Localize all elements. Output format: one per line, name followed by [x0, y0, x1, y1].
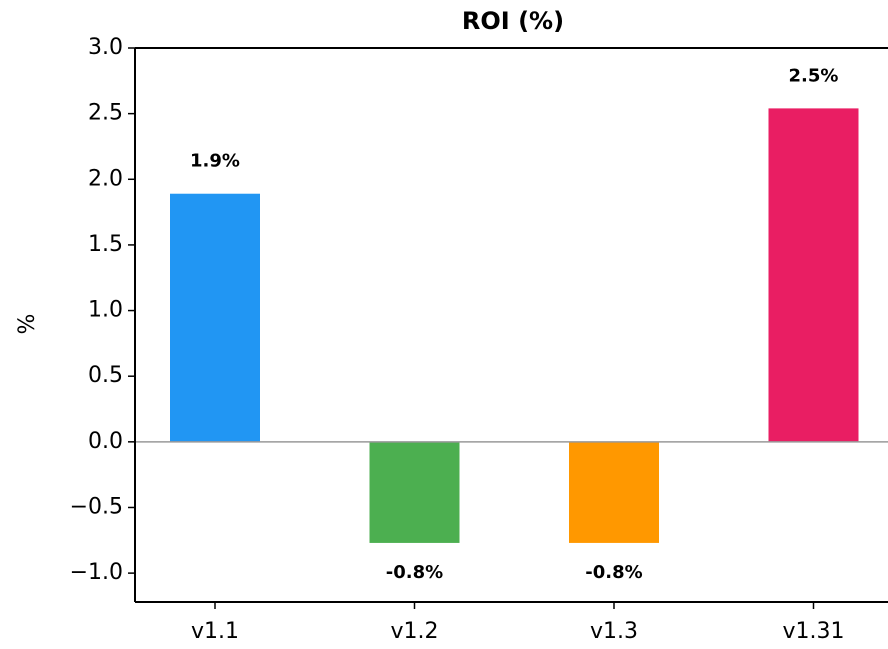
x-tick-label: v1.2: [390, 619, 438, 644]
x-tick-label: v1.3: [590, 619, 638, 644]
value-label: -0.8%: [386, 562, 443, 583]
y-tick-label: 0.5: [88, 363, 123, 388]
y-tick-label: −0.5: [70, 494, 123, 519]
bar: [369, 441, 460, 543]
y-tick-label: 1.0: [88, 298, 123, 323]
y-tick-label: −1.0: [70, 560, 123, 585]
y-tick-label: 1.5: [88, 232, 123, 257]
y-tick-label: 2.0: [88, 166, 123, 191]
x-tick-label: v1.31: [782, 619, 844, 644]
bar: [569, 441, 659, 543]
chart-title: ROI (%): [462, 7, 564, 35]
value-label: -0.8%: [585, 562, 642, 583]
y-tick-label: 0.0: [88, 429, 123, 454]
bar: [768, 108, 859, 442]
value-label: 2.5%: [789, 65, 839, 86]
bar: [170, 193, 260, 442]
value-label: 1.9%: [190, 151, 240, 172]
y-tick-label: 2.5: [88, 101, 123, 126]
x-tick-label: v1.1: [191, 619, 239, 644]
y-tick-label: 3.0: [88, 35, 123, 60]
y-axis-label: %: [15, 314, 40, 335]
